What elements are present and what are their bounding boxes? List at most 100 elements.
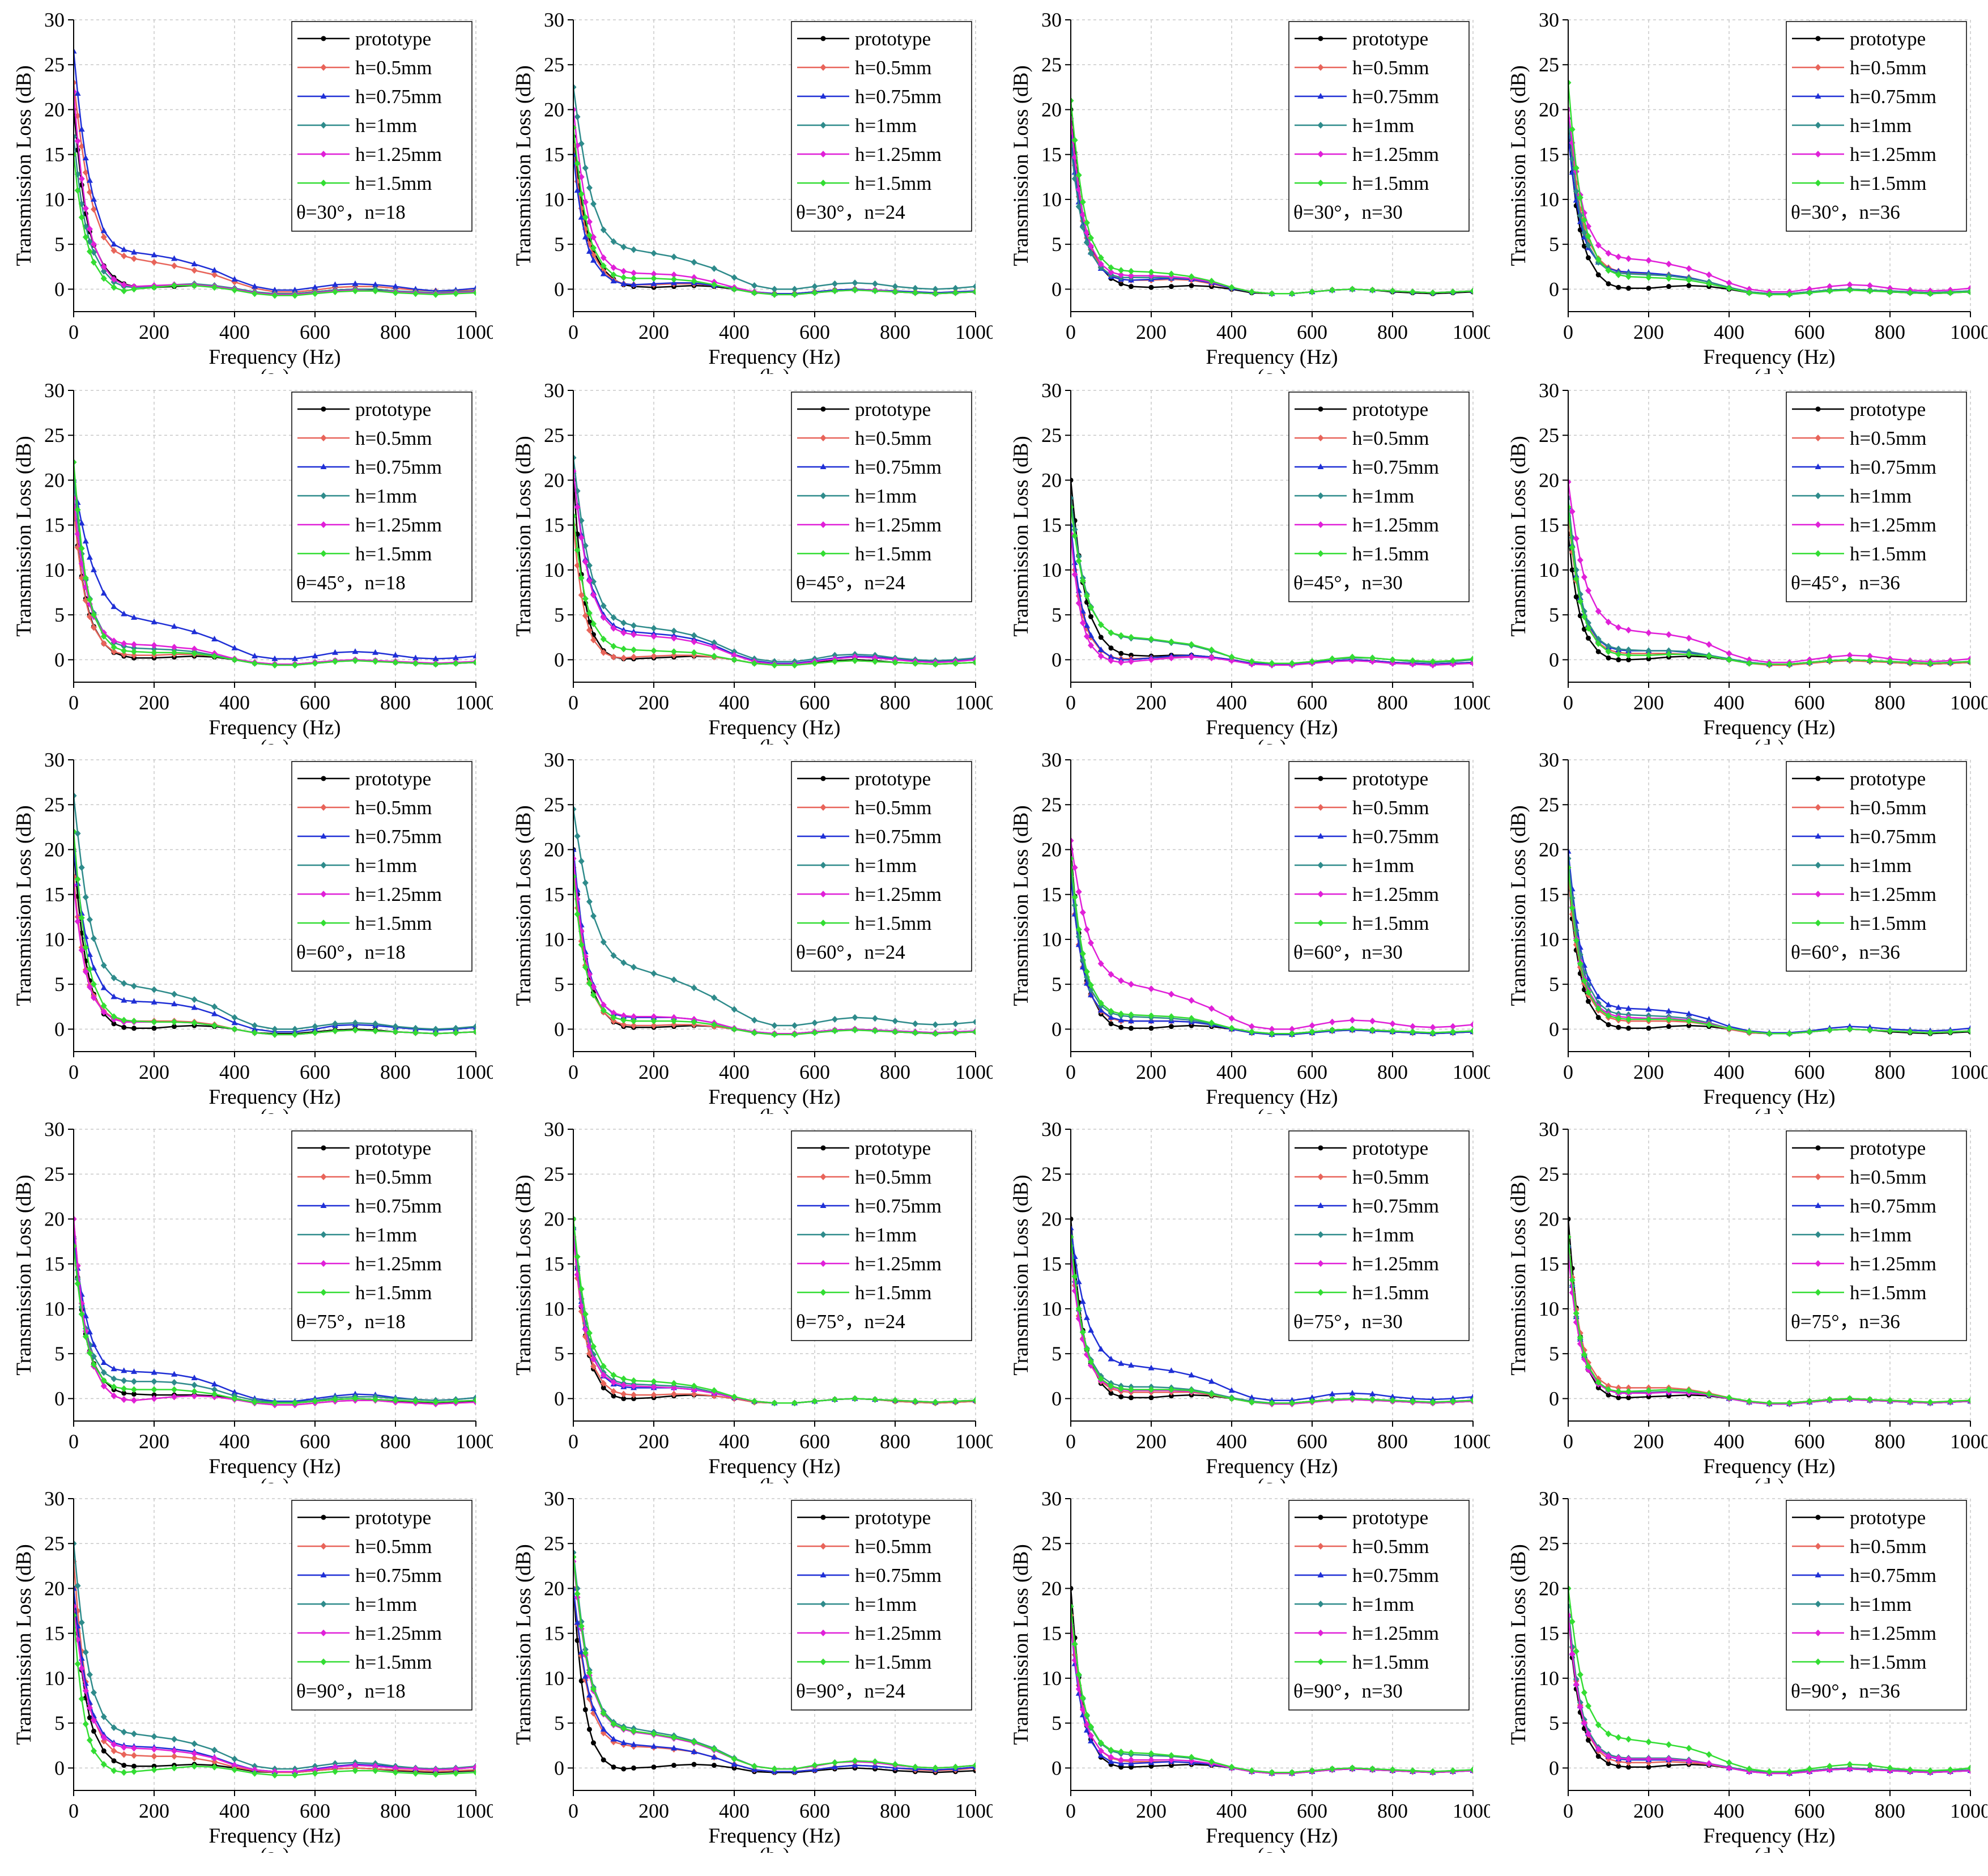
- data-point: [1088, 614, 1093, 619]
- data-point: [1429, 1768, 1436, 1775]
- data-point: [1088, 1732, 1094, 1739]
- data-point: [872, 287, 878, 295]
- data-point: [1685, 1010, 1692, 1016]
- data-point: [573, 1554, 577, 1560]
- data-point: [972, 1397, 976, 1404]
- data-point: [1129, 1764, 1134, 1770]
- data-point: [1585, 1363, 1591, 1370]
- x-tick-label: 200: [1633, 1800, 1664, 1822]
- legend-label: h=1.25mm: [1850, 1253, 1936, 1275]
- y-axis-label: Transmission Loss (dB): [1010, 65, 1033, 266]
- data-point: [1616, 1024, 1621, 1030]
- data-point: [1450, 661, 1456, 668]
- legend-label: h=0.75mm: [1850, 1195, 1936, 1217]
- data-point: [211, 1746, 218, 1754]
- y-tick-label: 30: [1041, 1487, 1062, 1510]
- data-point: [1967, 1764, 1970, 1772]
- y-tick-label: 20: [1539, 1207, 1559, 1230]
- data-point: [171, 1752, 177, 1760]
- data-point: [100, 233, 107, 241]
- legend-marker: [1815, 1260, 1821, 1267]
- legend-marker: [1317, 1202, 1324, 1208]
- data-point: [74, 918, 81, 925]
- data-point: [582, 558, 589, 565]
- data-point: [1867, 1766, 1873, 1773]
- legend-label: h=0.5mm: [355, 427, 432, 449]
- data-point: [671, 635, 677, 642]
- data-point: [590, 200, 597, 207]
- data-point: [1577, 964, 1583, 971]
- panel-label: (a1): [260, 365, 290, 374]
- data-point: [110, 275, 117, 283]
- data-point: [751, 1029, 757, 1036]
- data-point: [78, 214, 85, 221]
- y-tick-label: 30: [44, 748, 65, 771]
- y-tick-label: 5: [1549, 1712, 1559, 1734]
- data-point: [731, 1006, 738, 1013]
- x-axis-label: Frequency (Hz): [208, 1824, 340, 1848]
- data-point: [631, 281, 637, 287]
- legend-label: h=1mm: [855, 1224, 917, 1246]
- y-tick-label: 25: [1041, 1532, 1062, 1555]
- data-point: [1585, 241, 1591, 249]
- data-point: [1108, 1355, 1114, 1362]
- legend-label: prototype: [1352, 1507, 1428, 1529]
- data-point: [1083, 633, 1090, 640]
- data-point: [1573, 594, 1579, 599]
- data-point: [121, 1377, 127, 1384]
- legend-marker: [1815, 521, 1821, 528]
- data-point: [731, 1393, 738, 1401]
- data-point: [611, 1764, 616, 1770]
- legend-label: h=1mm: [355, 485, 417, 507]
- data-point: [1329, 1026, 1335, 1033]
- data-point: [671, 1384, 677, 1392]
- legend-label: h=1.5mm: [855, 912, 931, 934]
- data-point: [573, 1549, 577, 1556]
- data-point: [412, 290, 419, 297]
- panel-label: (c1): [1257, 365, 1287, 374]
- data-point: [578, 140, 585, 147]
- data-point: [91, 566, 97, 572]
- data-point: [82, 1687, 89, 1695]
- legend-label: prototype: [355, 398, 431, 420]
- data-point: [1927, 660, 1934, 667]
- legend-label: h=1.25mm: [355, 143, 442, 165]
- data-point: [312, 1763, 318, 1770]
- data-point: [1289, 1026, 1295, 1033]
- data-point: [82, 1720, 89, 1728]
- data-point: [1625, 646, 1632, 653]
- data-point: [1706, 1021, 1712, 1028]
- legend-label: h=1.25mm: [1850, 514, 1936, 536]
- legend-marker: [820, 833, 827, 839]
- data-point: [1118, 1385, 1125, 1392]
- data-point: [1108, 971, 1114, 978]
- legend-label: h=0.5mm: [1352, 1535, 1429, 1558]
- data-point: [91, 1728, 96, 1734]
- panel-label: (d4): [1754, 1474, 1785, 1483]
- data-point: [771, 286, 778, 293]
- data-point: [332, 1027, 338, 1035]
- data-point: [691, 1390, 697, 1398]
- data-point: [1581, 969, 1587, 976]
- data-point: [631, 1396, 636, 1401]
- data-point: [1746, 656, 1752, 663]
- data-point: [1615, 253, 1622, 261]
- condition-label: θ=30°，n=30: [1293, 201, 1403, 223]
- data-point: [1706, 641, 1712, 648]
- legend-marker: [320, 1630, 327, 1636]
- x-tick-label: 600: [1297, 321, 1327, 343]
- y-tick-label: 20: [44, 469, 65, 491]
- legend-marker: [820, 1630, 827, 1636]
- data-point: [432, 1030, 439, 1037]
- data-point: [1169, 1763, 1174, 1768]
- data-point: [312, 1398, 318, 1405]
- x-axis-label: Frequency (Hz): [1206, 1086, 1338, 1109]
- data-point: [1646, 1764, 1651, 1770]
- data-point: [1907, 659, 1913, 666]
- x-tick-label: 800: [1875, 691, 1905, 714]
- data-point: [1118, 977, 1125, 984]
- data-point: [1605, 618, 1612, 626]
- legend-label: h=1.25mm: [1352, 514, 1439, 536]
- x-tick-label: 200: [1633, 1061, 1664, 1083]
